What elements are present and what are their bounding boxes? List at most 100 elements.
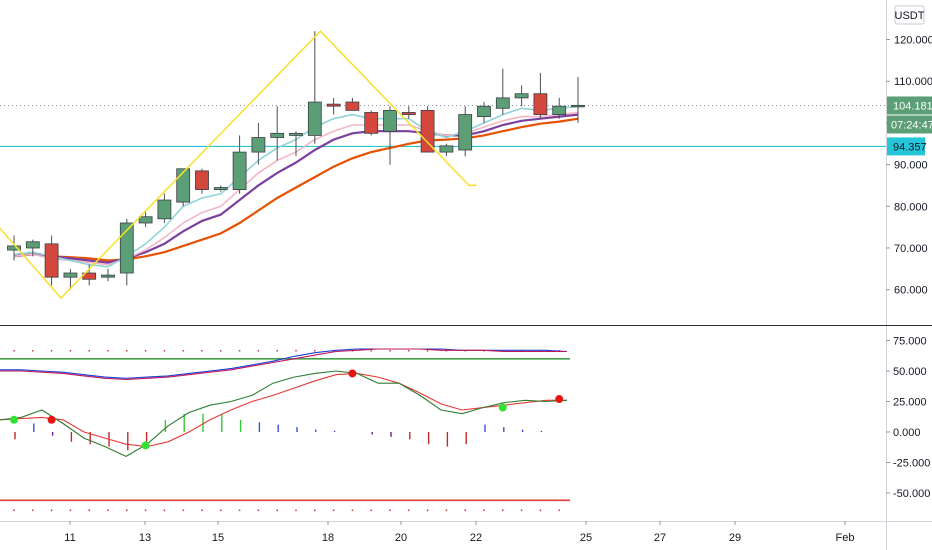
candle <box>176 168 191 207</box>
oscillator-line-b <box>0 348 567 381</box>
lower-dot-marker <box>163 509 166 512</box>
countdown-tag <box>887 115 932 134</box>
date-tick-label: 18 <box>322 532 334 544</box>
signal-dot <box>141 441 150 450</box>
signal-dot <box>498 403 507 412</box>
lower-dot-marker <box>107 509 109 512</box>
signal-dot <box>47 415 56 424</box>
upper-dot-marker <box>163 349 166 352</box>
candle <box>138 210 153 228</box>
upper-dot-marker <box>257 349 260 352</box>
candle-body <box>458 114 473 151</box>
oscillator-line-a <box>0 348 568 379</box>
lower-dot-marker <box>125 509 128 512</box>
lower-dot-marker <box>238 509 241 512</box>
upper-dot-marker <box>219 349 222 352</box>
upper-dot-marker <box>295 349 297 352</box>
date-tick-label: 11 <box>64 532 75 544</box>
candle <box>533 72 548 119</box>
price-tick-label: 120.000 <box>894 35 932 47</box>
oscillator-tick-label: 0.000 <box>893 427 921 439</box>
candle-body <box>326 103 341 107</box>
lower-dot-marker <box>50 509 53 512</box>
lower-dot-marker <box>276 509 279 512</box>
upper-dot-marker <box>276 349 279 352</box>
candle-body <box>552 105 567 115</box>
lower-dot-marker <box>539 509 542 512</box>
date-tick-label: 29 <box>729 532 741 544</box>
lower-dot-marker <box>407 509 410 512</box>
price-axis[interactable]: 120.000110.000100.00090.00080.00070.0006… <box>886 35 932 297</box>
candle-body <box>514 93 529 99</box>
time-axis[interactable]: 11 13 15 18 20 22 25 27 29 Feb <box>64 521 854 544</box>
upper-dot-marker <box>426 349 429 352</box>
oscillator-axis[interactable]: 75.000 50.000 25.000 0.000 -25.000 -50.000 <box>886 336 930 501</box>
candle-body <box>439 145 454 153</box>
last-price-tag <box>887 96 932 115</box>
price-pane[interactable] <box>0 30 886 300</box>
signal-dot <box>10 415 18 424</box>
upper-dot-marker <box>144 349 147 352</box>
candle <box>119 218 134 286</box>
level-price-tag <box>887 137 925 156</box>
date-tick-label: 25 <box>580 532 592 544</box>
candle <box>101 268 115 282</box>
candle-body <box>571 104 585 108</box>
date-tick-label: 15 <box>212 532 224 544</box>
candle-body <box>25 241 40 249</box>
candle <box>345 97 360 111</box>
currency-label: USDT <box>895 10 925 22</box>
upper-dot-marker <box>31 349 34 352</box>
upper-dot-marker <box>125 349 128 352</box>
upper-dot-marker <box>50 349 53 352</box>
candle <box>514 85 529 107</box>
candle-body <box>138 216 153 224</box>
oscillator-slow-line <box>0 372 567 448</box>
candle-body <box>63 272 78 278</box>
candle-body <box>157 199 172 220</box>
candle <box>420 106 435 153</box>
candle-body <box>7 245 21 251</box>
candle <box>213 185 228 192</box>
candle <box>495 68 510 115</box>
candle-body <box>495 97 510 109</box>
candle <box>401 106 416 119</box>
lower-dot-marker <box>370 509 373 512</box>
lower-dot-marker <box>219 509 222 512</box>
lower-dot-marker <box>69 509 72 512</box>
oscillator-pane[interactable] <box>0 348 570 512</box>
candle <box>383 106 397 165</box>
candle-body <box>477 105 491 118</box>
ema-slow-line <box>13 113 579 264</box>
upper-dot-marker <box>182 349 185 352</box>
candle-body <box>364 112 379 134</box>
price-tick-label: 80.000 <box>894 201 928 213</box>
candle-body <box>44 243 59 278</box>
upper-dot-marker <box>389 349 391 352</box>
upper-dot-marker <box>238 349 241 352</box>
upper-dot-marker <box>407 349 410 352</box>
oscillator-tick-label: 75.000 <box>893 336 927 348</box>
lower-dot-marker <box>558 509 561 512</box>
upper-dot-marker <box>88 349 91 352</box>
candle-body <box>232 151 247 191</box>
candle-body <box>533 93 548 115</box>
candle-body <box>345 101 360 111</box>
date-tick-label: 22 <box>470 532 482 544</box>
candle <box>251 122 266 165</box>
candle <box>270 106 285 161</box>
candle <box>571 77 585 123</box>
upper-dot-marker <box>69 349 72 352</box>
lower-dot-marker <box>389 509 391 512</box>
lower-dot-marker <box>464 509 467 512</box>
currency-badge[interactable] <box>894 5 925 25</box>
lower-dot-marker <box>295 509 297 512</box>
lower-dot-marker <box>88 509 91 512</box>
date-tick-label: 20 <box>395 532 407 544</box>
candle <box>364 110 379 136</box>
upper-dot-marker <box>370 349 373 352</box>
lower-dot-marker <box>31 509 34 512</box>
candle <box>477 102 491 123</box>
upper-dot-marker <box>13 349 15 352</box>
